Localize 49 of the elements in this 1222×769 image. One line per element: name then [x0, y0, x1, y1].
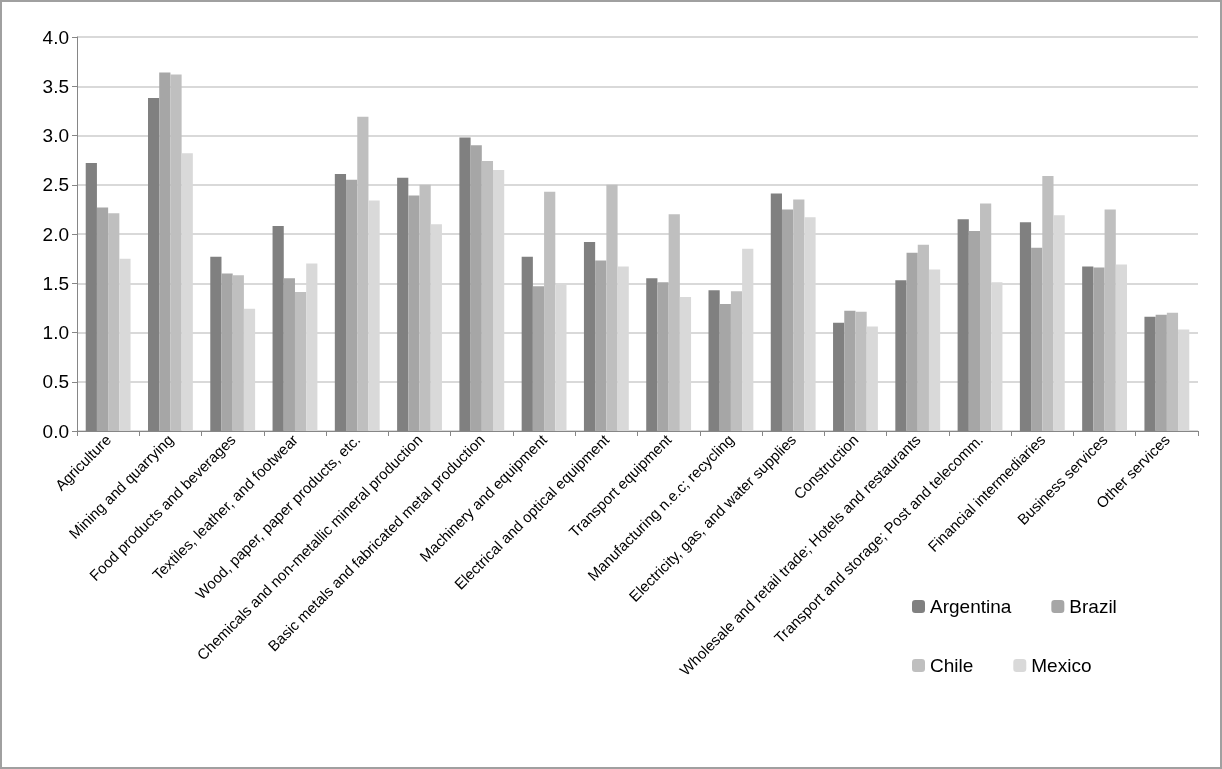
bar	[159, 72, 171, 431]
bar	[481, 161, 494, 431]
y-tick-label: 2.5	[42, 174, 69, 196]
bar	[980, 203, 992, 431]
bar	[544, 191, 556, 431]
bar	[968, 231, 981, 431]
bar	[357, 116, 369, 431]
y-tick-label: 0.0	[42, 420, 69, 442]
bar	[606, 184, 618, 431]
y-tick-label: 3.5	[42, 75, 69, 97]
bar	[730, 291, 743, 431]
bar	[532, 286, 545, 431]
bar	[221, 273, 233, 431]
bar	[470, 145, 482, 431]
bar	[595, 260, 607, 431]
bar	[419, 184, 431, 431]
bar	[1093, 267, 1105, 431]
bar	[793, 199, 805, 431]
bar	[1031, 247, 1043, 431]
bar	[657, 282, 669, 431]
y-tick-label: 0.5	[42, 371, 69, 393]
bar	[283, 278, 295, 431]
bar	[719, 303, 731, 431]
y-tick-label: 4.0	[42, 26, 69, 48]
bar	[844, 310, 856, 431]
y-tick-label: 1.0	[42, 322, 69, 343]
bar	[294, 292, 307, 431]
bar	[1042, 175, 1054, 431]
legend-label: Argentina	[930, 596, 1012, 617]
bar	[108, 213, 120, 431]
bar	[917, 244, 929, 431]
bar	[855, 311, 867, 431]
bar	[906, 252, 918, 431]
y-tick-label: 2.0	[42, 223, 69, 245]
bar	[346, 179, 358, 431]
legend-label: Brazil	[1069, 596, 1117, 617]
bar	[408, 195, 420, 431]
legend-label: Chile	[930, 655, 974, 676]
bar	[1104, 209, 1116, 431]
legend-label: Mexico	[1031, 655, 1092, 676]
bar	[232, 275, 244, 431]
y-tick-label: 1.5	[42, 272, 69, 294]
bar	[1155, 314, 1167, 431]
bar	[1166, 312, 1179, 431]
bar	[170, 74, 182, 431]
y-tick-label: 3.0	[42, 125, 69, 146]
bar	[96, 207, 109, 431]
bar	[668, 214, 680, 431]
bar	[781, 209, 794, 431]
